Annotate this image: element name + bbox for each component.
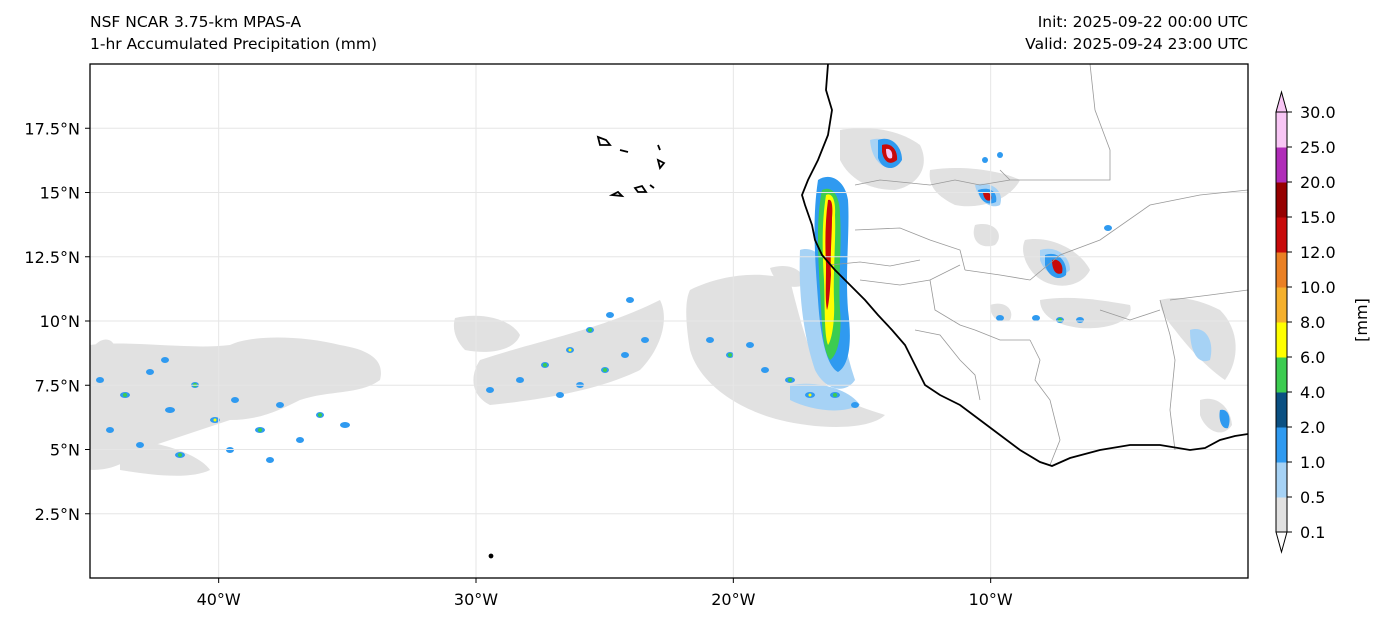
lat-tick-label: 10°N — [40, 312, 80, 331]
colorbar-segment — [1276, 182, 1287, 218]
colorbar-tick-label: 10.0 — [1300, 278, 1336, 297]
colorbar-tick-label: 1.0 — [1300, 453, 1325, 472]
title-line-1: NSF NCAR 3.75-km MPAS-A — [90, 13, 302, 31]
colorbar-segment — [1276, 112, 1287, 148]
colorbar-tick-label: 0.1 — [1300, 523, 1325, 542]
colorbar-tick-label: 30.0 — [1300, 103, 1336, 122]
title-line-2: 1-hr Accumulated Precipitation (mm) — [90, 35, 377, 53]
heavy-precip-cores — [814, 138, 1230, 429]
colorbar-segment — [1276, 427, 1287, 463]
lat-tick-label: 2.5°N — [35, 505, 80, 524]
colorbar-tick-label: 20.0 — [1300, 173, 1336, 192]
colorbar-segment — [1276, 147, 1287, 183]
longitude-axis: 40°W 30°W 20°W 10°W — [197, 578, 1013, 609]
graticule — [90, 64, 1248, 578]
colorbar-max-extension — [1275, 90, 1288, 113]
colorbar-min-extension — [1275, 531, 1288, 554]
colorbar-tick-label: 2.0 — [1300, 418, 1325, 437]
colorbar-tick-label: 15.0 — [1300, 208, 1336, 227]
colorbar-tick-label: 8.0 — [1300, 313, 1325, 332]
colorbar-tick-label: 12.0 — [1300, 243, 1336, 262]
country-borders — [829, 64, 1248, 466]
colorbar-ticks: 0.1 0.5 1.0 2.0 4.0 6.0 8.0 10.0 12.0 15.0 20.0 25.… — [1287, 103, 1336, 542]
colorbar-tick-label: 25.0 — [1300, 138, 1336, 157]
colorbar-segment — [1276, 497, 1287, 533]
colorbar-tick-label: 6.0 — [1300, 348, 1325, 367]
colorbar-segment — [1276, 462, 1287, 498]
colorbar-segment — [1276, 252, 1287, 288]
lat-tick-label: 12.5°N — [24, 248, 80, 267]
lat-tick-label: 17.5°N — [24, 119, 80, 138]
lon-tick-label: 10°W — [969, 590, 1013, 609]
lon-tick-label: 20°W — [711, 590, 755, 609]
colorbar-tick-label: 4.0 — [1300, 383, 1325, 402]
colorbar-segment — [1276, 392, 1287, 428]
colorbar-segment — [1276, 217, 1287, 253]
init-time-label: Init: 2025-09-22 00:00 UTC — [1037, 13, 1248, 31]
colorbar — [1275, 90, 1288, 554]
latitude-axis: 17.5°N 15°N 12.5°N 10°N 7.5°N 5°N 2.5°N — [24, 119, 90, 524]
colorbar-segment — [1276, 357, 1287, 393]
colorbar-segment — [1276, 322, 1287, 358]
lat-tick-label: 7.5°N — [35, 376, 80, 395]
lon-tick-label: 40°W — [197, 590, 241, 609]
valid-time-label: Valid: 2025-09-24 23:00 UTC — [1025, 35, 1248, 53]
coastline — [488, 64, 1248, 559]
colorbar-segment — [1276, 287, 1287, 323]
colorbar-label: [mm] — [1352, 298, 1371, 342]
lon-tick-label: 30°W — [454, 590, 498, 609]
map-area — [90, 64, 1248, 578]
colorbar-tick-label: 0.5 — [1300, 488, 1325, 507]
lat-tick-label: 15°N — [40, 184, 80, 203]
lat-tick-label: 5°N — [50, 441, 80, 460]
